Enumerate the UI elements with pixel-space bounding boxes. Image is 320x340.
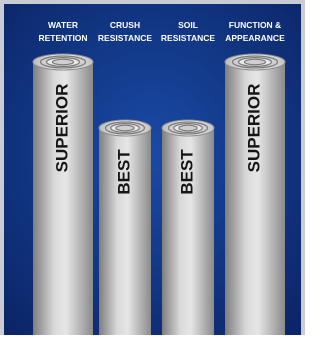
column-header: CRUSH <box>110 20 140 30</box>
column-header: WATER <box>48 20 78 30</box>
column-header: RETENTION <box>38 33 87 43</box>
column-header: FUNCTION & <box>229 20 281 30</box>
cylinder-part <box>53 59 74 65</box>
cylinder-part <box>179 125 197 131</box>
rating-label: BEST <box>114 149 133 195</box>
diagram: WATER RETENTION CRUSH RESISTANCE SOIL RE… <box>0 0 305 335</box>
cylinder-part <box>245 59 266 65</box>
rating-label: SUPERIOR <box>52 84 71 173</box>
rating-label: SUPERIOR <box>244 84 263 173</box>
rating-label: BEST <box>177 149 196 195</box>
column-header: RESISTANCE <box>161 33 215 43</box>
cylinder-part <box>116 125 134 131</box>
column-header: SOIL <box>178 20 198 30</box>
column-header: RESISTANCE <box>98 33 152 43</box>
column-header: APPEARANCE <box>225 33 285 43</box>
